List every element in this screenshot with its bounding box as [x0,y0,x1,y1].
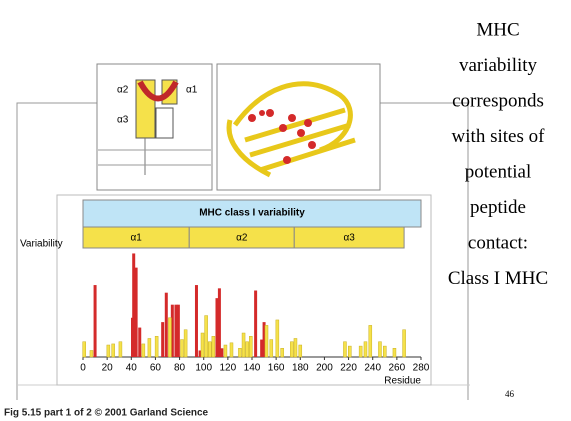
slide-text-line: variability [459,55,538,76]
bar [111,343,115,358]
bar [211,336,216,358]
bar [275,319,280,358]
bar [363,341,368,358]
bar [164,292,168,357]
x-tick-label: 60 [150,363,162,374]
bar [161,322,165,357]
slide-text: MHC variability corresponds with sites of po… [448,19,548,289]
diagram-label: α3 [117,115,129,126]
bar [298,344,303,358]
bar [402,329,406,358]
bar [392,348,397,358]
domain-band [293,226,405,249]
bar [89,350,94,358]
bar [249,336,253,358]
x-tick-label: 280 [413,363,430,374]
x-tick-label: 240 [364,363,381,374]
domain-shape [155,107,174,139]
contact-sites [248,109,316,164]
slide-text-line: Class I MHC [448,268,548,289]
bar [141,343,146,358]
bar [245,341,249,358]
ribbon [226,81,356,178]
x-tick-label: 120 [220,363,237,374]
bar [204,315,208,358]
title-band [82,199,422,228]
bar [229,342,234,358]
x-axis-label: Residue [384,376,421,387]
page-number: 46 [505,389,515,399]
slide-text-line: potential [465,161,531,182]
bar [183,329,188,358]
x-tick-label: 40 [126,363,138,374]
bar [280,348,284,358]
bar [293,338,298,358]
x-tick-label: 160 [268,363,285,374]
x-tick-label: 0 [80,363,86,374]
footer: Fig 5.15 part 1 of 2 © 2001 Garland Scie… [4,408,209,419]
bar [138,327,142,357]
chart-title: MHC class I variability [199,208,305,219]
bar [132,253,136,357]
bar [147,338,152,358]
bar [260,339,264,357]
bar [154,336,159,358]
bar [174,304,178,357]
bar [194,285,198,357]
bar [220,348,224,357]
bar [238,348,242,358]
chart: α1 α2 α3 0 20 40 60 80 100 120 140 160 180 200 220 240 2… [80,226,430,374]
x-tick-label: 260 [389,363,406,374]
bar [368,325,373,358]
slide-text-line: peptide [470,197,526,218]
domain-label: α3 [344,233,356,244]
bar [168,317,172,358]
bar [348,345,352,358]
y-axis-label: Variability [20,239,63,250]
bar [378,341,382,358]
bar [200,332,205,358]
bar [358,345,363,358]
bar [106,344,111,358]
slide-text-line: with sites of [452,126,546,147]
bar [217,288,221,357]
x-tick-label: 100 [195,363,212,374]
bar [290,341,294,358]
bar [269,339,274,358]
bar [180,339,184,358]
slide-text-line: corresponds [452,90,544,111]
bar [215,298,219,357]
frame [16,102,97,400]
x-tick-label: 20 [102,363,114,374]
bar [241,332,246,358]
slide-text-line: contact: [468,232,528,253]
domain-label: α2 [236,233,248,244]
bar [383,345,387,358]
bar [134,267,138,357]
bar [262,322,266,357]
bar [223,344,228,358]
bar [118,341,123,358]
x-tick-label: 180 [292,363,309,374]
bar [343,341,347,358]
bar [208,341,212,358]
slide-text-line: MHC [476,19,519,40]
groove [137,80,179,102]
bar [198,350,202,357]
x-tick-label: 80 [174,363,186,374]
x-tick-label: 200 [316,363,333,374]
bar [93,285,97,357]
diagram-label: α2 [117,85,129,96]
bar [82,341,86,358]
x-tick-label: 140 [244,363,261,374]
x-tick-label: 220 [340,363,357,374]
bar [254,290,258,357]
bar [176,304,180,357]
domain-label: α1 [130,233,142,244]
bar [170,304,174,357]
bar [264,325,269,358]
diagram-label: α1 [186,85,198,96]
